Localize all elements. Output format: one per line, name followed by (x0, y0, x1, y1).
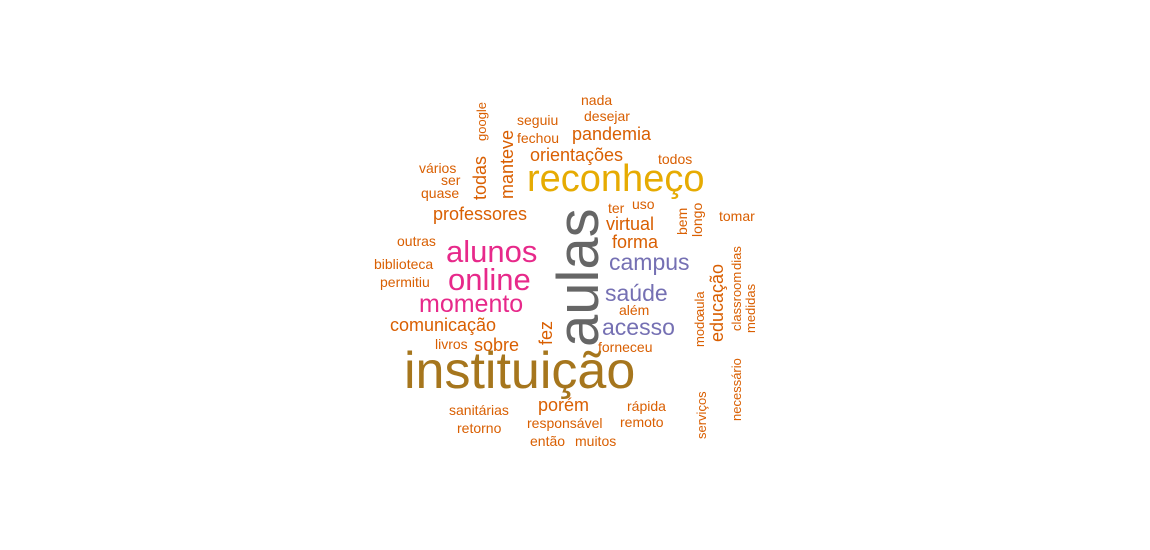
word-33: longo (689, 203, 705, 237)
word-30: ter (608, 200, 625, 216)
word-12: virtual (606, 214, 654, 234)
word-29: quase (421, 185, 459, 201)
word-22: nada (581, 92, 612, 108)
word-48: sanitárias (449, 402, 509, 418)
word-9: professores (433, 204, 527, 224)
word-17: manteve (497, 130, 517, 199)
word-2: reconheço (527, 158, 704, 200)
word-10: pandemia (572, 124, 652, 144)
word-36: biblioteca (374, 256, 433, 272)
word-40: forneceu (598, 339, 652, 355)
word-39: além (619, 302, 649, 318)
word-23: desejar (584, 108, 630, 124)
word-37: permitiu (380, 274, 430, 290)
word-43: classroom (729, 272, 744, 331)
word-7: saúde (605, 280, 668, 306)
word-16: porém (538, 395, 589, 415)
word-20: fez (536, 321, 556, 345)
word-4: online (448, 262, 531, 297)
word-45: medidas (743, 283, 758, 333)
word-53: então (530, 433, 565, 449)
word-21: google (474, 102, 489, 141)
word-26: todos (658, 151, 692, 167)
word-50: responsável (527, 415, 603, 431)
word-25: fechou (517, 130, 559, 146)
word-44: dias (729, 246, 744, 270)
word-8: acesso (602, 314, 675, 340)
word-41: modo (692, 314, 707, 347)
word-31: uso (632, 196, 655, 212)
word-42: aula (692, 291, 707, 316)
word-0: aulas (546, 208, 611, 347)
word-32: bem (674, 208, 690, 235)
word-51: rápida (627, 398, 666, 414)
word-38: livros (435, 336, 468, 352)
word-6: campus (609, 249, 690, 275)
word-27: vários (419, 160, 456, 176)
word-3: alunos (446, 234, 537, 269)
word-11: orientações (530, 145, 623, 165)
word-13: forma (612, 232, 659, 252)
word-46: necessário (729, 358, 744, 421)
word-47: serviços (694, 391, 709, 439)
word-28: ser (441, 172, 461, 188)
word-54: muitos (575, 433, 616, 449)
word-34: tomar (719, 208, 755, 224)
word-35: outras (397, 233, 436, 249)
word-1: instituição (404, 342, 635, 400)
word-19: educação (707, 264, 727, 342)
word-18: todas (470, 156, 490, 200)
word-14: comunicação (390, 315, 496, 335)
word-24: seguiu (517, 112, 558, 128)
word-15: sobre (474, 335, 519, 355)
word-5: momento (419, 290, 523, 318)
word-52: remoto (620, 414, 664, 430)
word-49: retorno (457, 420, 502, 436)
